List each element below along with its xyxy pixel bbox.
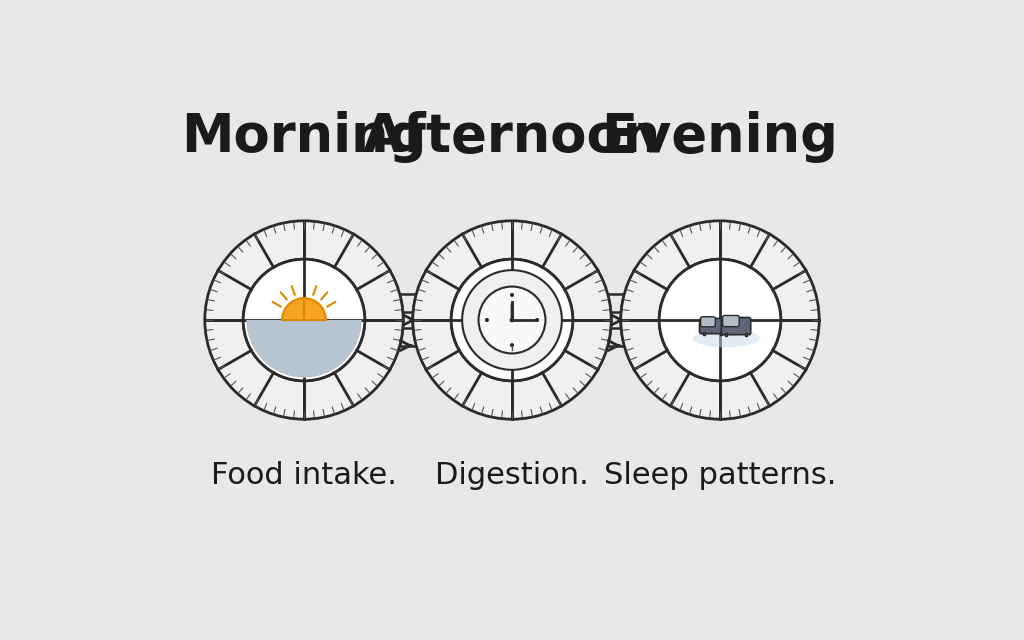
FancyBboxPatch shape <box>723 316 739 326</box>
Circle shape <box>510 318 514 322</box>
Text: Morning: Morning <box>181 111 427 163</box>
Circle shape <box>413 221 611 419</box>
Circle shape <box>659 259 781 381</box>
Text: Digestion.: Digestion. <box>435 461 589 490</box>
Text: Evening: Evening <box>601 111 839 163</box>
Circle shape <box>478 287 546 353</box>
Wedge shape <box>283 298 326 320</box>
Circle shape <box>462 270 562 370</box>
FancyBboxPatch shape <box>700 317 716 327</box>
Bar <box>720 332 722 335</box>
Text: Food intake.: Food intake. <box>211 461 397 490</box>
Circle shape <box>536 319 539 321</box>
Circle shape <box>452 259 572 381</box>
Circle shape <box>244 259 365 381</box>
Text: Sleep patterns.: Sleep patterns. <box>604 461 837 490</box>
Circle shape <box>511 344 513 346</box>
Bar <box>702 332 705 335</box>
Bar <box>744 333 748 336</box>
Wedge shape <box>247 320 361 378</box>
FancyBboxPatch shape <box>721 317 751 335</box>
Circle shape <box>621 221 819 419</box>
Circle shape <box>485 319 488 321</box>
FancyBboxPatch shape <box>699 319 725 333</box>
Circle shape <box>205 221 403 419</box>
Circle shape <box>511 294 513 296</box>
Circle shape <box>659 259 781 381</box>
Text: Afternoon: Afternoon <box>362 111 662 163</box>
Circle shape <box>244 259 365 381</box>
Ellipse shape <box>693 329 760 348</box>
Circle shape <box>452 259 572 381</box>
Bar <box>725 333 727 336</box>
